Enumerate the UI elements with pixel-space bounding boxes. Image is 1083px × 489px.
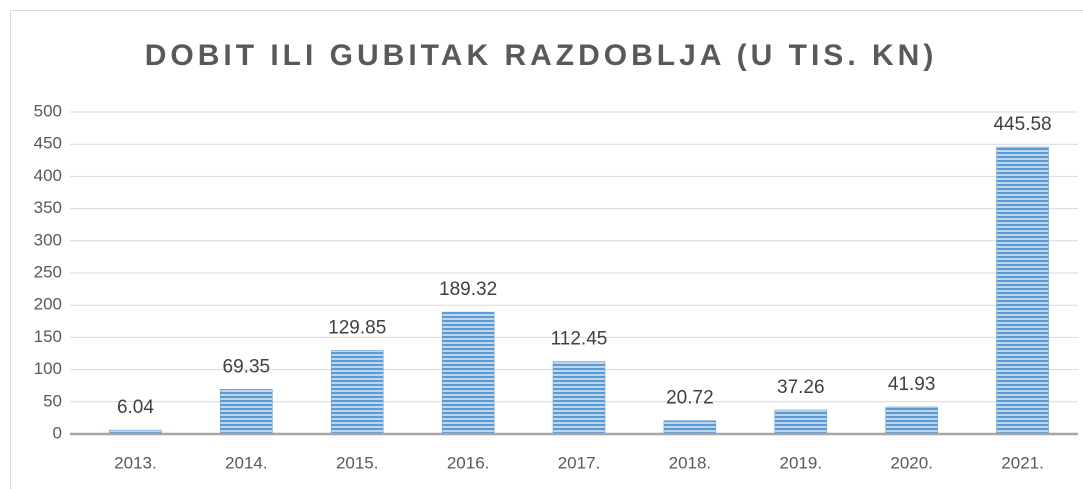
- bar: [663, 420, 717, 435]
- y-tick-label: 450: [34, 134, 62, 153]
- data-label: 69.35: [223, 356, 271, 377]
- bar: [552, 361, 606, 435]
- y-tick-label: 0: [53, 423, 62, 442]
- x-tick-label: 2017.: [558, 453, 601, 472]
- bar: [885, 406, 938, 435]
- y-tick-label: 500: [34, 101, 62, 120]
- data-label: 20.72: [666, 388, 714, 409]
- x-tick-label: 2014.: [225, 453, 268, 472]
- y-tick-label: 100: [34, 359, 62, 378]
- x-tick-label: 2016.: [447, 453, 490, 472]
- chart-title: DOBIT ILI GUBITAK RAZDOBLJA (U TIS. KN): [145, 39, 938, 72]
- y-tick-label: 400: [34, 166, 62, 185]
- x-tick-label: 2020.: [890, 453, 933, 472]
- x-tick-label: 2013.: [114, 453, 157, 472]
- data-label: 189.32: [439, 279, 497, 300]
- y-tick-label: 250: [34, 262, 62, 281]
- y-tick-label: 200: [34, 295, 62, 314]
- bar: [220, 389, 273, 435]
- x-tick-label: 2021.: [1001, 453, 1044, 472]
- y-tick-label: 300: [34, 230, 62, 249]
- data-label: 445.58: [993, 114, 1051, 135]
- y-tick-label: 150: [34, 327, 62, 346]
- data-label: 129.85: [328, 317, 386, 338]
- bar: [996, 146, 1049, 435]
- bar: [441, 311, 495, 435]
- x-tick-label: 2015.: [336, 453, 379, 472]
- data-label: 37.26: [777, 377, 825, 398]
- data-label: 112.45: [551, 329, 608, 350]
- y-tick-label: 350: [34, 198, 62, 217]
- x-tick-label: 2019.: [780, 453, 823, 472]
- y-tick-label: 50: [43, 391, 62, 410]
- bar: [330, 350, 384, 435]
- x-tick-label: 2018.: [669, 453, 712, 472]
- data-label: 41.93: [888, 374, 936, 395]
- bar: [774, 409, 828, 435]
- data-label: 6.04: [117, 397, 154, 418]
